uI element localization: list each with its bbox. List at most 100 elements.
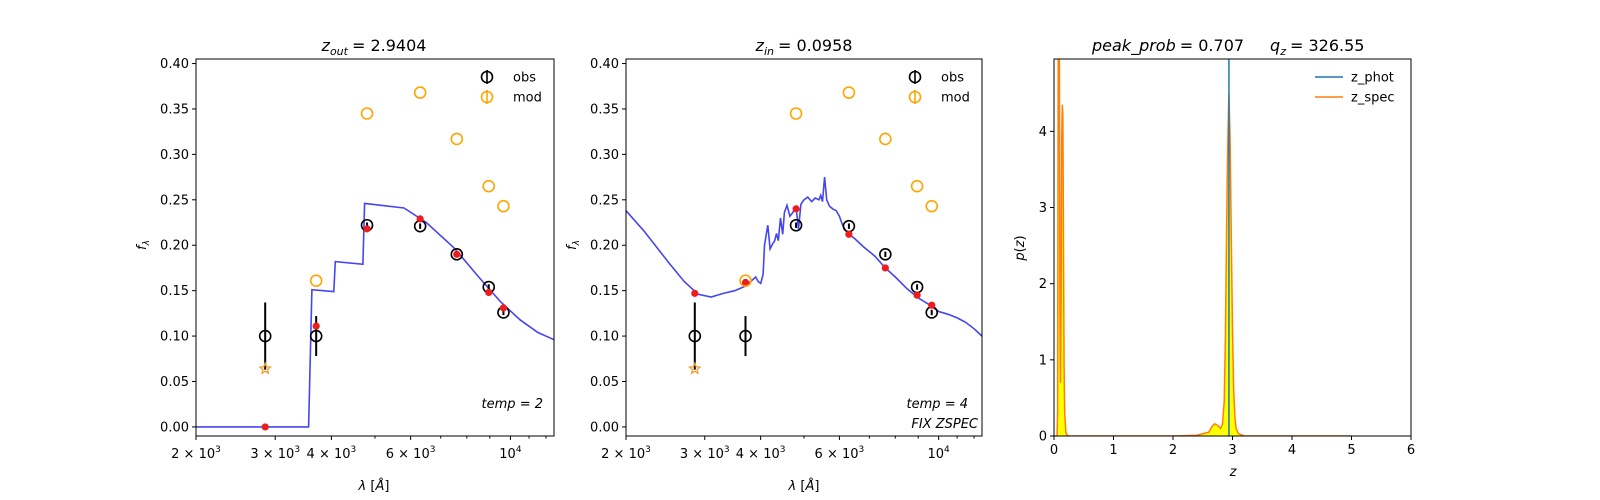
y-tick-label: 3 [1039, 201, 1047, 216]
y-tick-label: 0.25 [160, 193, 189, 208]
x-tick-label: 4 × 103 [736, 445, 786, 462]
mod-point [450, 132, 464, 146]
plot-clip [196, 86, 554, 431]
x-tick-label: 104 [499, 445, 522, 462]
y-tick-label: 1 [1039, 353, 1047, 368]
model-flux-point [691, 289, 699, 297]
y-tick-label: 0.05 [160, 375, 189, 390]
y-tick-label: 0.40 [160, 57, 189, 72]
axes-frame [195, 58, 555, 437]
panel2-title: zin = 0.0958 [755, 36, 853, 58]
x-tick-label: 6 [1407, 443, 1415, 458]
x-tick-label: 2 × 103 [171, 445, 221, 462]
obs-point [879, 248, 892, 261]
x-tick-label: 104 [928, 445, 951, 462]
model-flux-point [928, 301, 936, 309]
y-tick-label: 0.30 [160, 148, 189, 163]
y-tick-label: 0.15 [590, 284, 619, 299]
x-tick-label: 4 [1288, 443, 1296, 458]
panel1-y-axis-label: fλ [135, 240, 152, 250]
mod-point [413, 86, 427, 99]
obs-point [258, 329, 272, 343]
y-tick-label: 0 [1039, 430, 1047, 445]
panel1-x-axis-label: λ [Å] [358, 478, 390, 494]
upper-limit-star-marker [687, 361, 702, 375]
y-tick-label: 0.35 [160, 102, 189, 117]
model-flux-point [499, 304, 508, 312]
mod-point [910, 179, 924, 193]
y-tick-label: 2 [1039, 277, 1047, 292]
y-tick-label: 0.20 [590, 239, 619, 254]
plot-clip [626, 86, 982, 375]
model-flux-point [485, 288, 493, 297]
panel1-temp-note: temp = 2 [482, 397, 543, 412]
legend-label-obs: obs [941, 71, 964, 86]
mod-point [789, 107, 803, 120]
obs-point [309, 329, 323, 343]
mod-point [360, 107, 374, 120]
mod-point [842, 86, 856, 99]
x-tick-label: 3 [1228, 443, 1236, 458]
obs-point [739, 329, 752, 343]
panel2-fix-zspec-note: FIX ZSPEC [911, 417, 979, 432]
upper-limit-star-marker [258, 361, 273, 375]
model-flux-point [845, 230, 853, 238]
x-tick-label: 1 [1109, 443, 1117, 458]
sed-model-line [626, 177, 982, 337]
model-flux-point [913, 291, 921, 299]
plot-clip [1054, 59, 1352, 436]
panel2-temp-note: temp = 4 [907, 397, 968, 412]
mod-point [309, 274, 323, 287]
panel1-title: zout = 2.9404 [321, 36, 427, 58]
panel3-x-axis-label: z [1229, 465, 1238, 480]
panel-z-in: zin = 0.0958 temp = 4 FIX ZSPEC λ [Å] fλ … [565, 36, 983, 494]
y-tick-label: 0.35 [590, 102, 619, 117]
panel2-x-axis-label: λ [Å] [788, 478, 820, 494]
legend-label-z_phot: z_phot [1351, 71, 1394, 86]
model-flux-point [741, 278, 750, 287]
legend-label-z_spec: z_spec [1351, 91, 1395, 106]
mod-point [497, 199, 510, 213]
y-tick-label: 0.10 [590, 330, 619, 345]
z-spec-line [1054, 59, 1352, 436]
y-tick-label: 4 [1039, 125, 1047, 140]
y-tick-label: 0.30 [590, 148, 619, 163]
obs-point [450, 248, 464, 261]
x-tick-label: 6 × 103 [815, 445, 865, 462]
axes-frame [625, 58, 983, 437]
y-tick-label: 0.15 [160, 284, 189, 299]
sed-model-line [196, 202, 554, 428]
y-tick-label: 0.00 [590, 420, 619, 435]
model-flux-point [792, 205, 800, 213]
panel3-title: peak_prob = 0.707 qz = 326.55 [1091, 36, 1364, 58]
y-tick-label: 0.40 [590, 57, 619, 72]
model-flux-point [261, 423, 269, 431]
x-tick-label: 6 × 103 [386, 445, 436, 462]
mod-point [482, 179, 496, 193]
model-flux-point [453, 250, 461, 258]
x-tick-label: 2 [1169, 443, 1177, 458]
x-tick-label: 3 × 103 [250, 445, 300, 462]
obs-point [789, 218, 803, 232]
y-tick-label: 0.05 [590, 375, 619, 390]
pdf-fill [1054, 59, 1352, 436]
x-tick-label: 0 [1050, 443, 1058, 458]
legend-label-mod: mod [941, 91, 970, 106]
mod-point [879, 132, 892, 146]
panel2-y-axis-label: fλ [565, 240, 582, 250]
y-tick-label: 0.20 [160, 239, 189, 254]
obs-point [688, 329, 702, 343]
x-tick-label: 3 × 103 [680, 445, 730, 462]
panel-pz: peak_prob = 0.707 qz = 326.55 z p(z) 0 1 2 3 4 0… [1013, 36, 1415, 480]
x-tick-label: 5 [1347, 443, 1355, 458]
panel-z-out: zout = 2.9404 temp = 2 λ [Å] fλ 0.00 0.05 0… [135, 36, 555, 494]
model-flux-point [312, 322, 320, 330]
y-tick-label: 0.00 [160, 420, 189, 435]
model-flux-point [881, 264, 889, 272]
x-tick-label: 4 × 103 [307, 445, 357, 462]
x-tick-label: 2 × 103 [601, 445, 651, 462]
legend-label-obs: obs [513, 71, 536, 86]
mod-point [925, 199, 939, 213]
y-tick-label: 0.10 [160, 330, 189, 345]
